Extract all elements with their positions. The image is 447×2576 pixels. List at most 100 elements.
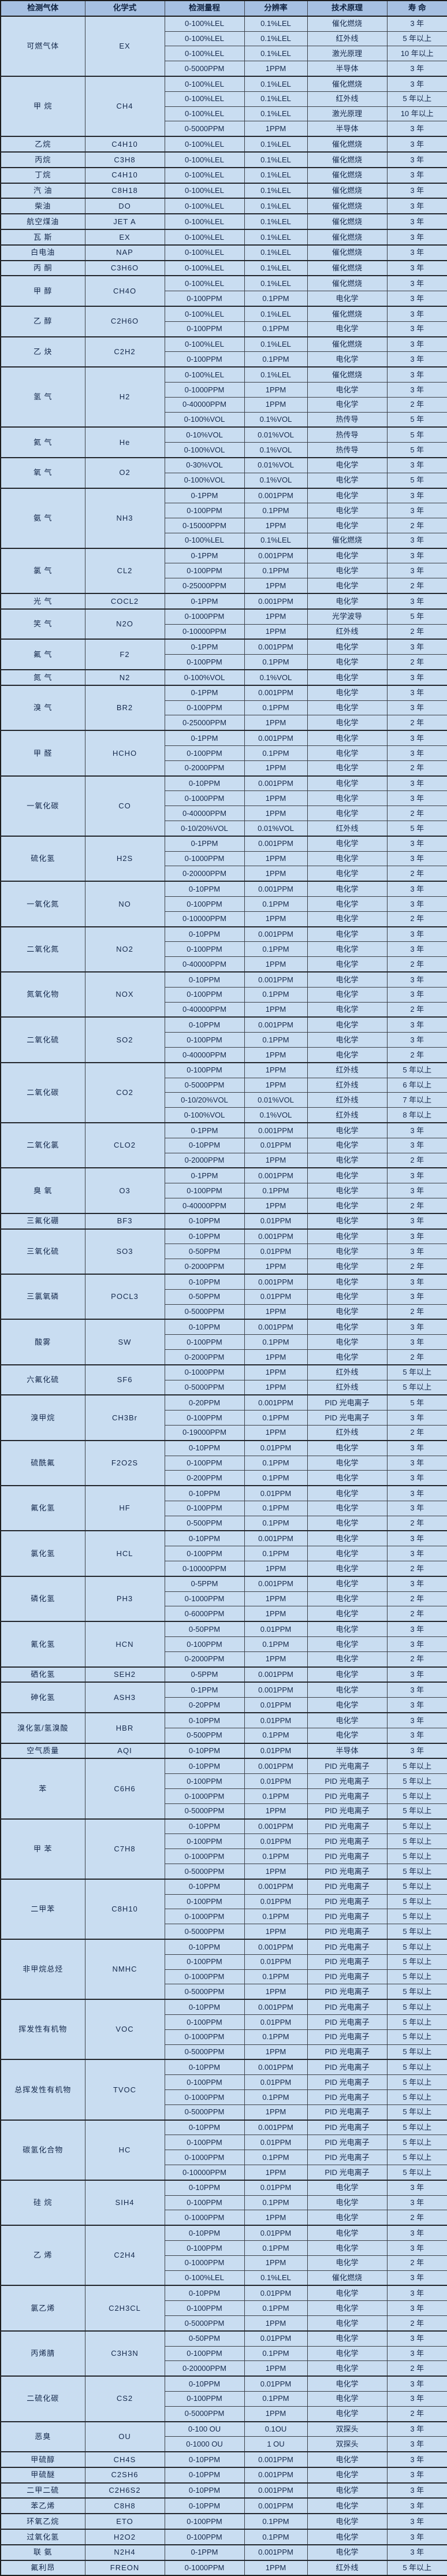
resolution-cell: 1PPM — [244, 381, 308, 398]
resolution-cell: 0.1PPM — [244, 1334, 308, 1350]
principle-cell: 电化学 — [307, 669, 388, 686]
lifespan-cell: 5 年以上 — [386, 1773, 447, 1790]
range-cell: 0-100%LEL — [164, 244, 245, 261]
resolution-cell: 0.1PPM — [244, 351, 308, 368]
table-row: 0-100PPM 0.1PPM 电化学 3 年 — [1, 1455, 447, 1471]
chemical-formula-cell: DO — [84, 198, 165, 214]
range-cell: 0-30%VOL — [164, 456, 245, 473]
gas-name-cell: 磷化氢 — [0, 1575, 85, 1622]
lifespan-cell: 3 年 — [386, 2466, 447, 2484]
range-cell: 0-100PPM — [164, 2513, 245, 2530]
range-cell: 0-1000PPM — [164, 851, 245, 867]
gas-name-cell: 氟 气 — [0, 639, 85, 670]
table-row: 0-100PPM 0.1PPM 电化学 3 年 — [1, 563, 447, 579]
lifespan-cell: 3 年 — [386, 1334, 447, 1350]
range-cell: 0-100%LEL — [164, 31, 245, 47]
resolution-cell: 0.01PPM — [244, 1954, 308, 1970]
lifespan-cell: 2 年 — [386, 1515, 447, 1531]
chemical-formula-cell: EX — [84, 228, 165, 246]
principle-cell: 电化学 — [307, 563, 388, 579]
lifespan-cell: 3 年 — [386, 2436, 447, 2452]
lifespan-cell: 2 年 — [386, 866, 447, 882]
resolution-cell: 0.001PPM — [244, 1167, 308, 1184]
resolution-cell: 0.001PPM — [244, 1682, 308, 1698]
range-cell: 0-1000PPM — [164, 1591, 245, 1607]
table-row: 硅 烷 SIH4 0-10PPM 0.01PPM 电化学 3 年 — [0, 2179, 447, 2226]
range-cell: 0-10PPM — [164, 775, 245, 792]
resolution-cell: 0.001PPM — [244, 1394, 308, 1411]
principle-cell: 电化学 — [307, 1016, 388, 1033]
principle-cell: 电化学 — [307, 775, 388, 792]
table-row: 0-100%VOL 0.1%VOL 电化学 5 年 — [1, 472, 447, 489]
lifespan-cell: 3 年 — [386, 503, 447, 519]
gas-name-cell: 硒化氢 — [0, 1666, 85, 1683]
gas-name-cell: 甲 烷 — [0, 75, 85, 137]
range-cell: 0-100%LEL — [164, 275, 245, 292]
principle-cell: 催化燃烧 — [307, 198, 388, 214]
table-row: 磷化氢 PH3 0-5PPM 0.001PPM 电化学 3 年 — [0, 1575, 447, 1622]
range-cell: 0-100PPM — [164, 351, 245, 368]
principle-cell: 催化燃烧 — [307, 166, 388, 184]
principle-cell: 电化学 — [307, 1455, 388, 1471]
table-row: 甲 烷 CH4 0-100%LEL 0.1%LEL 催化燃烧 3 年 — [0, 75, 447, 137]
resolution-cell: 0.01%VOL — [244, 821, 308, 837]
lifespan-cell: 5 年以上 — [386, 1758, 447, 1775]
principle-cell: 电化学 — [307, 1651, 388, 1668]
header-row: 检测气体 化学式 检测量程 分辨率 技术原理 寿 命 — [0, 0, 447, 17]
lifespan-cell: 2 年 — [386, 623, 447, 640]
lifespan-cell: 5 年以上 — [386, 2029, 447, 2045]
gas-name-cell: 氯乙烯 — [0, 2285, 85, 2332]
table-row: 0-25000PPM 1PPM 电化学 2 年 — [1, 578, 447, 594]
table-row: 0-2000PPM 1PPM 电化学 2 年 — [1, 760, 447, 777]
range-cell: 0-10PPM — [164, 1999, 245, 2015]
resolution-cell: 0.1%VOL — [244, 411, 308, 428]
resolution-cell: 0.01%VOL — [244, 426, 308, 443]
range-cell: 0-40000PPM — [164, 1001, 245, 1018]
lifespan-cell: 5 年 — [386, 821, 447, 837]
chemical-formula-cell: CO — [84, 775, 165, 837]
resolution-cell: 0.1PPM — [244, 2300, 308, 2316]
range-cell: 0-1000PPM — [164, 1909, 245, 1925]
table-row: 乙 烯 C2H4 0-10PPM 0.01PPM 电化学 3 年 — [0, 2225, 447, 2286]
lifespan-cell: 5 年以上 — [386, 1999, 447, 2015]
resolution-cell: 0.1%LEL — [244, 166, 308, 184]
resolution-cell: 0.1PPM — [244, 2195, 308, 2211]
principle-cell: 电化学 — [307, 1485, 388, 1501]
chemical-formula-cell: CO2 — [84, 1061, 165, 1123]
gas-name-cell: 乙 炔 — [0, 336, 85, 368]
lifespan-cell: 2 年 — [386, 2406, 447, 2422]
table-row: 过氧化氢 H2O2 0-100PPM 0.1PPM 电化学 3 年 — [0, 2529, 447, 2545]
gas-name-cell: 二甲二硫 — [0, 2482, 85, 2499]
table-row: 二氧化碳 CO2 0-100PPM 1PPM 红外线 5 年以上 — [0, 1061, 447, 1123]
lifespan-cell: 3 年 — [386, 2285, 447, 2302]
resolution-cell: 0.001PPM — [244, 684, 308, 701]
table-row: 0-100%VOL 0.1%VOL 红外线 8 年以上 — [1, 1107, 447, 1123]
principle-cell: 红外线 — [307, 91, 388, 107]
resolution-cell: 0.01PPM — [244, 1773, 308, 1790]
principle-cell: PID 光电离子 — [307, 1938, 388, 1955]
table-row: 0-1000PPM 0.1PPM PID 光电离子 5 年以上 — [1, 1969, 447, 1985]
principle-cell: 电化学 — [307, 2345, 388, 2362]
lifespan-cell: 2 年 — [386, 2360, 447, 2377]
resolution-cell: 1PPM — [244, 2164, 308, 2181]
range-cell: 0-10000PPM — [164, 1561, 245, 1577]
range-cell: 0-10%VOL — [164, 426, 245, 443]
chemical-formula-cell: SO3 — [84, 1228, 165, 1275]
range-cell: 0-10PPM — [164, 1530, 245, 1547]
lifespan-cell: 5 年以上 — [386, 91, 447, 107]
principle-cell: 电化学 — [307, 1636, 388, 1652]
chemical-formula-cell: C2H2 — [84, 336, 165, 368]
lifespan-cell: 2 年 — [386, 1591, 447, 1607]
lifespan-cell: 5 年以上 — [386, 2119, 447, 2136]
principle-cell: 电化学 — [307, 1334, 388, 1350]
table-row: 0-1000PPM 0.1PPM PID 光电离子 5 年以上 — [1, 2089, 447, 2105]
range-cell: 0-1000PPM — [164, 381, 245, 398]
resolution-cell: 0.01PPM — [244, 1712, 308, 1728]
principle-cell: 电化学 — [307, 1212, 388, 1230]
column-header-gas: 检测气体 — [0, 0, 85, 17]
principle-cell: 电化学 — [307, 2529, 388, 2545]
lifespan-cell: 3 年 — [386, 321, 447, 337]
table-row: 瓦 斯 EX 0-100%LEL 0.1%LEL 催化燃烧 3 年 — [0, 228, 447, 246]
range-cell: 0-1PPM — [164, 2544, 245, 2561]
lifespan-cell: 3 年 — [386, 1319, 447, 1335]
